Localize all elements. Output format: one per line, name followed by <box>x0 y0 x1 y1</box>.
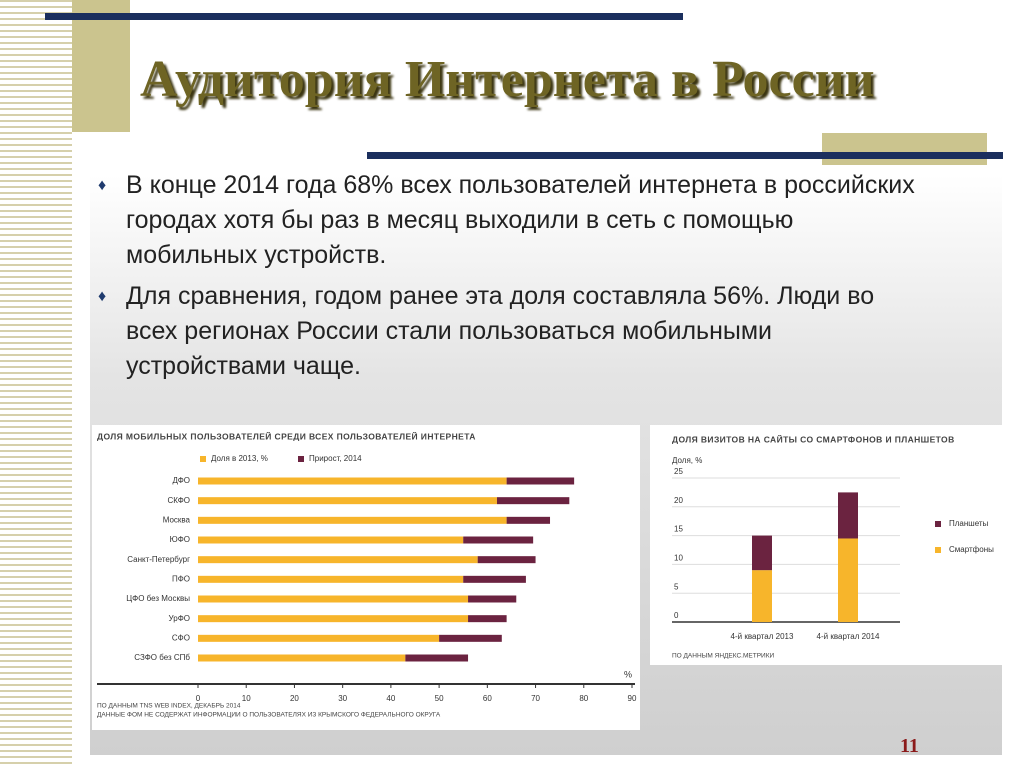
bar-segment <box>198 595 469 603</box>
bar-segment <box>198 516 507 524</box>
legend-label: Планшеты <box>949 519 989 528</box>
bullet: Для сравнения, годом ранее эта доля сост… <box>96 279 916 384</box>
y-tick-label: 10 <box>674 554 683 563</box>
x-tick-label: 4-й квартал 2013 <box>731 632 794 641</box>
x-tick-label: 0 <box>196 694 201 703</box>
category-label: ЦФО без Москвы <box>126 594 190 603</box>
bar-segment <box>506 477 575 485</box>
category-label: УрФО <box>169 614 190 623</box>
bar-segment <box>198 556 478 564</box>
bar-segment <box>463 536 534 544</box>
category-label: ЮФО <box>170 535 190 544</box>
category-label: СКФО <box>168 496 190 505</box>
legend-label: Доля в 2013, % <box>211 454 268 463</box>
y-tick-label: 15 <box>674 525 683 534</box>
slide-title: Аудитория Интернета в России <box>140 51 875 108</box>
bar-segment <box>198 654 406 662</box>
x-tick-label: 40 <box>386 694 395 703</box>
x-tick-label: 70 <box>531 694 540 703</box>
bar-segment <box>838 538 858 622</box>
bar-segment <box>198 497 497 505</box>
gold-block <box>822 133 987 165</box>
y-tick-label: 5 <box>674 582 679 591</box>
bar-segment <box>198 634 440 642</box>
bar-segment <box>405 654 469 662</box>
bar-segment <box>752 570 772 622</box>
y-tick-label: 20 <box>674 496 683 505</box>
bar-segment <box>198 615 469 623</box>
legend-swatch <box>935 547 941 553</box>
bar-segment <box>198 536 464 544</box>
chart-panel <box>650 425 1005 665</box>
source-note: ПО ДАННЫМ TNS WEB INDEX, ДЕКАБРЬ 2014 <box>97 703 241 710</box>
x-tick-label: 90 <box>628 694 637 703</box>
bar-segment <box>198 575 464 583</box>
gold-block <box>72 0 130 132</box>
legend-swatch <box>298 456 304 462</box>
source-note: ПО ДАННЫМ ЯНДЕКС.МЕТРИКИ <box>672 653 774 660</box>
x-tick-label: 4-й квартал 2014 <box>817 632 880 641</box>
x-tick-label: 50 <box>435 694 444 703</box>
bar-segment <box>439 634 502 642</box>
category-label: СФО <box>172 633 190 642</box>
bar-segment <box>838 492 858 539</box>
bar-segment <box>496 497 570 505</box>
category-label: Санкт-Петербург <box>127 555 190 564</box>
legend-swatch <box>935 521 941 527</box>
bar-segment <box>477 556 536 564</box>
bar-segment <box>506 516 551 524</box>
bar-segment <box>198 477 507 485</box>
bullet-list: В конце 2014 года 68% всех пользователей… <box>96 168 916 390</box>
bar-segment <box>468 615 507 623</box>
category-label: ДФО <box>172 476 190 485</box>
category-label: СЗФО без СПб <box>134 653 190 662</box>
category-label: ПФО <box>172 574 190 583</box>
chart-title: ДОЛЯ МОБИЛЬНЫХ ПОЛЬЗОВАТЕЛЕЙ СРЕДИ ВСЕХ … <box>97 430 476 441</box>
x-tick-label: 60 <box>483 694 492 703</box>
legend-label: Прирост, 2014 <box>309 454 362 463</box>
legend-swatch <box>200 456 206 462</box>
stripe-decoration <box>0 0 72 767</box>
y-axis-label: Доля, % <box>672 456 702 465</box>
chart-title: ДОЛЯ ВИЗИТОВ НА САЙТЫ СО СМАРТФОНОВ И ПЛ… <box>672 433 955 444</box>
bullet: В конце 2014 года 68% всех пользователей… <box>96 168 916 273</box>
x-tick-label: 10 <box>242 694 251 703</box>
bar-segment <box>468 595 517 603</box>
axis-unit: % <box>624 669 632 679</box>
y-tick-label: 25 <box>674 467 683 476</box>
rule <box>367 152 1003 159</box>
bar-segment <box>752 535 772 571</box>
source-note: ДАННЫЕ ФОМ НЕ СОДЕРЖАТ ИНФОРМАЦИИ О ПОЛЬ… <box>97 712 441 719</box>
bar-segment <box>463 575 526 583</box>
x-tick-label: 30 <box>338 694 347 703</box>
x-tick-label: 20 <box>290 694 299 703</box>
legend-label: Смартфоны <box>949 545 994 554</box>
category-label: Москва <box>163 515 191 524</box>
y-tick-label: 0 <box>674 611 679 620</box>
x-tick-label: 80 <box>579 694 588 703</box>
rule-top <box>45 13 683 20</box>
page-number: 11 <box>900 735 919 757</box>
